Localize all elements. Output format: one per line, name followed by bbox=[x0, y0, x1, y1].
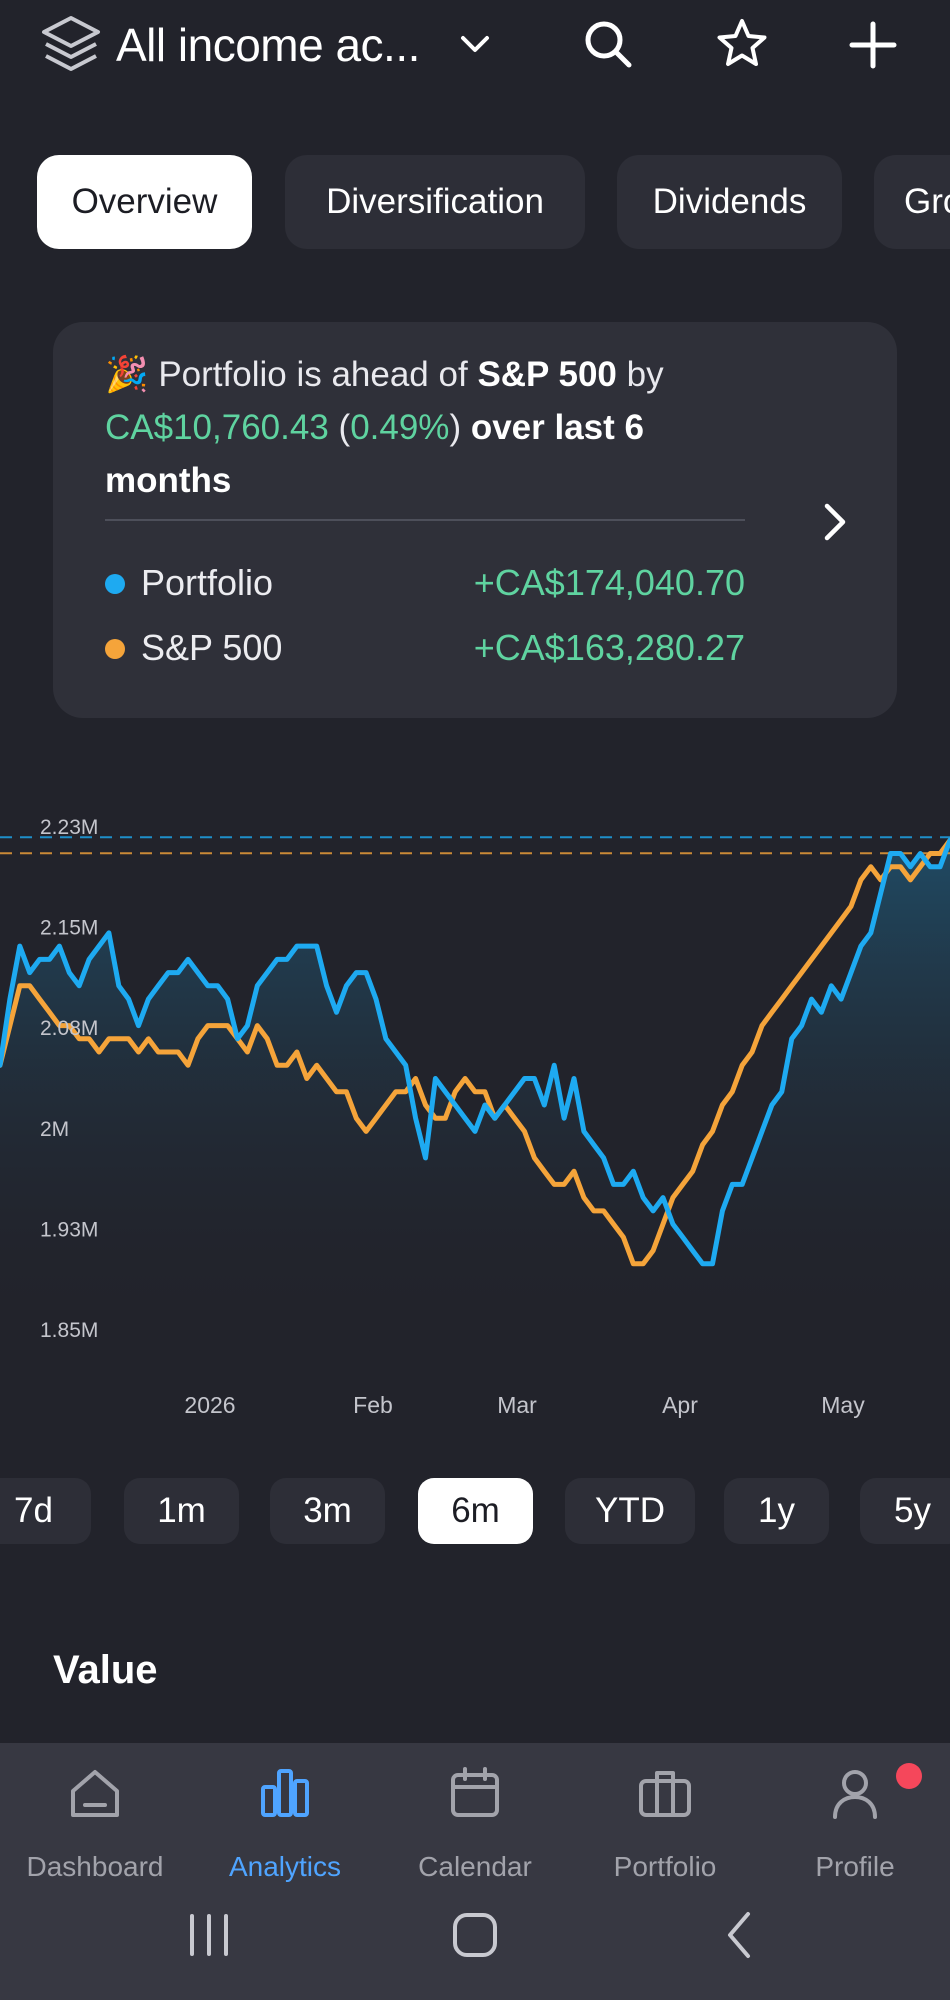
chevron-down-icon[interactable] bbox=[458, 30, 492, 58]
range-5y[interactable]: 5y bbox=[860, 1478, 950, 1544]
legend-value: +CA$174,040.70 bbox=[473, 562, 745, 603]
legend-name: S&P 500 bbox=[141, 627, 283, 668]
nav-profile[interactable]: Profile bbox=[760, 1763, 950, 1883]
x-tick-label: May bbox=[821, 1392, 865, 1418]
plus-icon[interactable] bbox=[848, 20, 898, 70]
x-tick-label: 2026 bbox=[184, 1392, 235, 1418]
star-icon[interactable] bbox=[714, 16, 770, 72]
difference-amount: CA$10,760.43 bbox=[105, 408, 329, 447]
benchmark-comparison-card[interactable]: 🎉 Portfolio is ahead of S&P 500 by CA$10… bbox=[53, 322, 897, 718]
legend-name: Portfolio bbox=[141, 562, 274, 603]
range-6m[interactable]: 6m bbox=[418, 1478, 533, 1544]
benchmark-name: S&P 500 bbox=[477, 355, 617, 394]
y-tick-label: 2M bbox=[40, 1118, 69, 1141]
tab-dividends[interactable]: Dividends bbox=[617, 155, 842, 249]
user-icon bbox=[833, 1770, 877, 1819]
tab-growth[interactable]: Gro bbox=[874, 155, 950, 249]
bar-chart-icon bbox=[261, 1769, 309, 1817]
comparison-summary: 🎉 Portfolio is ahead of S&P 500 by CA$10… bbox=[105, 348, 705, 507]
range-7d[interactable]: 7d bbox=[0, 1478, 91, 1544]
app-header: All income ac... bbox=[0, 0, 950, 100]
portfolio-dot-icon bbox=[105, 574, 125, 594]
x-tick-label: Apr bbox=[662, 1392, 698, 1418]
card-divider bbox=[105, 519, 745, 521]
legend-value: +CA$163,280.27 bbox=[473, 627, 745, 668]
portfolio-area-fill bbox=[0, 840, 950, 1330]
home-button-icon[interactable] bbox=[450, 1910, 500, 1960]
back-icon[interactable] bbox=[716, 1910, 766, 1960]
paren-close: ) bbox=[449, 408, 462, 447]
range-1y[interactable]: 1y bbox=[724, 1478, 829, 1544]
search-icon[interactable] bbox=[582, 18, 634, 70]
section-title-value: Value bbox=[53, 1648, 158, 1692]
summary-by: by bbox=[626, 355, 664, 394]
notification-badge bbox=[896, 1763, 922, 1789]
summary-period: over last 6 months bbox=[105, 408, 644, 500]
home-icon bbox=[71, 1770, 119, 1817]
layers-icon[interactable] bbox=[38, 14, 104, 76]
nav-label: Profile bbox=[815, 1851, 895, 1882]
range-ytd[interactable]: YTD bbox=[565, 1478, 695, 1544]
series-line-portfolio bbox=[0, 837, 950, 1267]
y-tick-label: 1.85M bbox=[40, 1319, 98, 1342]
y-tick-label: 1.93M bbox=[40, 1218, 98, 1241]
x-tick-label: Feb bbox=[353, 1392, 393, 1418]
difference-percent: 0.49% bbox=[350, 408, 450, 447]
chevron-right-icon[interactable] bbox=[815, 500, 855, 544]
nav-label: Calendar bbox=[418, 1851, 532, 1882]
series-line-sp500 bbox=[0, 837, 950, 1267]
y-tick-label: 2.08M bbox=[40, 1017, 98, 1040]
nav-label: Dashboard bbox=[26, 1851, 164, 1882]
bottom-navigation: Dashboard Analytics Calendar Portfolio P… bbox=[0, 1743, 950, 2000]
performance-chart-svg: 2.23M 2.15M 2.08M 2M 1.93M 1.85M 2026 Feb Mar Ap… bbox=[0, 816, 950, 1418]
nav-analytics[interactable]: Analytics bbox=[190, 1763, 380, 1883]
range-1m[interactable]: 1m bbox=[124, 1478, 239, 1544]
range-3m[interactable]: 3m bbox=[270, 1478, 385, 1544]
tab-diversification[interactable]: Diversification bbox=[285, 155, 585, 249]
nav-label: Portfolio bbox=[613, 1851, 717, 1882]
paren-open: ( bbox=[338, 408, 351, 447]
briefcase-icon bbox=[639, 1771, 691, 1817]
performance-chart[interactable]: 2.23M 2.15M 2.08M 2M 1.93M 1.85M 2026 Feb Mar Ap… bbox=[0, 800, 950, 1440]
x-tick-label: Mar bbox=[497, 1392, 537, 1418]
tab-overview[interactable]: Overview bbox=[37, 155, 252, 249]
legend-row-portfolio: Portfolio +CA$174,040.70 bbox=[105, 558, 745, 608]
legend-row-sp500: S&P 500 +CA$163,280.27 bbox=[105, 623, 745, 673]
nav-dashboard[interactable]: Dashboard bbox=[0, 1763, 190, 1883]
nav-label: Analytics bbox=[228, 1851, 342, 1882]
y-tick-label: 2.23M bbox=[40, 816, 98, 839]
y-tick-label: 2.15M bbox=[40, 917, 98, 940]
party-popper-icon: 🎉 bbox=[105, 355, 149, 394]
summary-prefix: Portfolio is ahead of bbox=[158, 355, 468, 394]
calendar-icon bbox=[451, 1767, 499, 1817]
account-selector-title[interactable]: All income ac... bbox=[116, 19, 420, 71]
sp500-dot-icon bbox=[105, 639, 125, 659]
nav-calendar[interactable]: Calendar bbox=[380, 1763, 570, 1883]
nav-portfolio[interactable]: Portfolio bbox=[570, 1763, 760, 1883]
recent-apps-icon[interactable] bbox=[184, 1910, 234, 1960]
